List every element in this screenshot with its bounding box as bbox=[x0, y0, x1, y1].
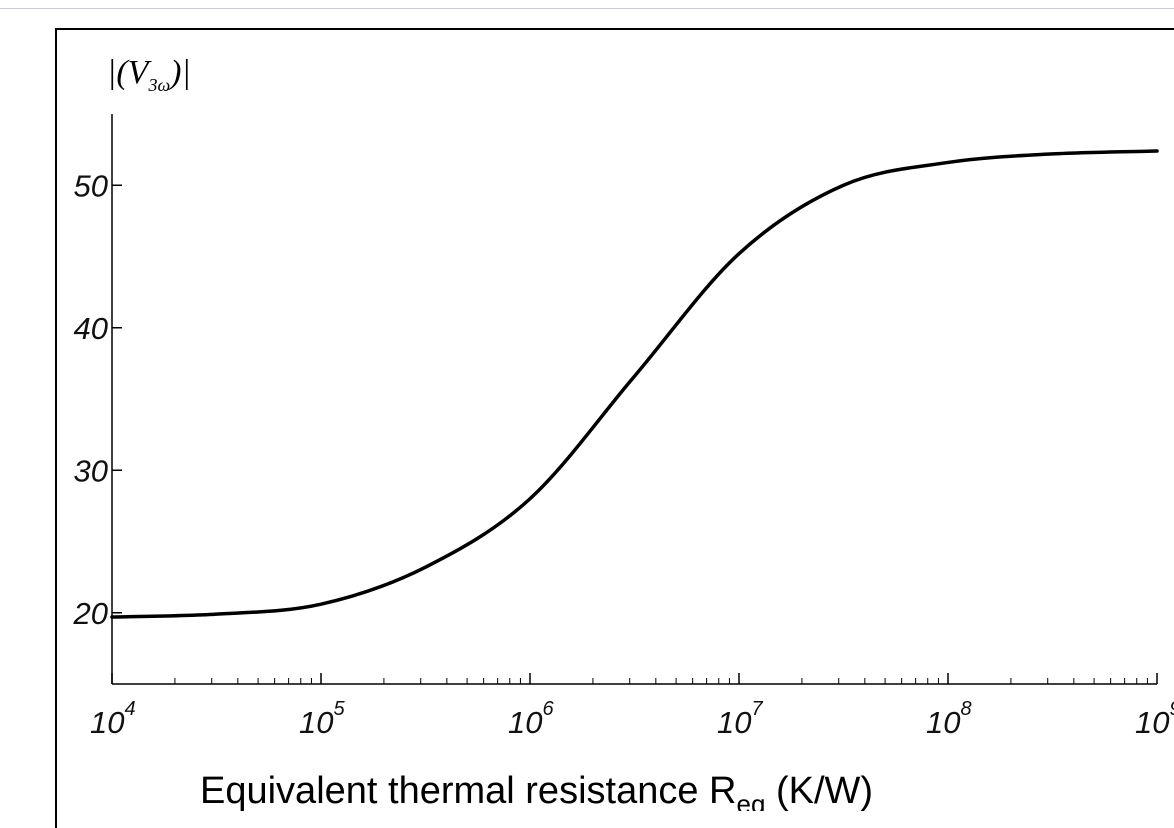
x-tick-label: 104 bbox=[90, 698, 136, 740]
y-tick-label: 20 bbox=[73, 596, 108, 631]
x-tick-label: 109 bbox=[1135, 698, 1174, 740]
series-layer bbox=[112, 151, 1157, 617]
x-tick-label: 106 bbox=[508, 698, 554, 740]
y-axis-label: |(V3ω)| bbox=[107, 54, 191, 95]
x-tick-label: 105 bbox=[299, 698, 345, 740]
y-axis-label-subscript: 3ω bbox=[147, 75, 170, 95]
series-line bbox=[112, 151, 1157, 617]
y-tick-label: 40 bbox=[74, 311, 108, 346]
line-chart: 20 30 40 50 104 105 106 107 108 109 |(V3ω)| Equiv… bbox=[0, 0, 1174, 811]
tick-labels: 20 30 40 50 104 105 106 107 108 109 bbox=[73, 168, 1174, 740]
y-tick-label: 30 bbox=[74, 453, 108, 488]
x-tick-label: 107 bbox=[717, 698, 763, 740]
y-tick-label: 50 bbox=[74, 168, 108, 203]
ticks bbox=[112, 185, 1157, 684]
x-axis-label: Equivalent thermal resistance Req (K/W) bbox=[200, 770, 873, 811]
x-axis-label-subscript: eq bbox=[736, 789, 765, 811]
axes bbox=[112, 114, 1157, 684]
x-tick-label: 108 bbox=[926, 698, 972, 740]
